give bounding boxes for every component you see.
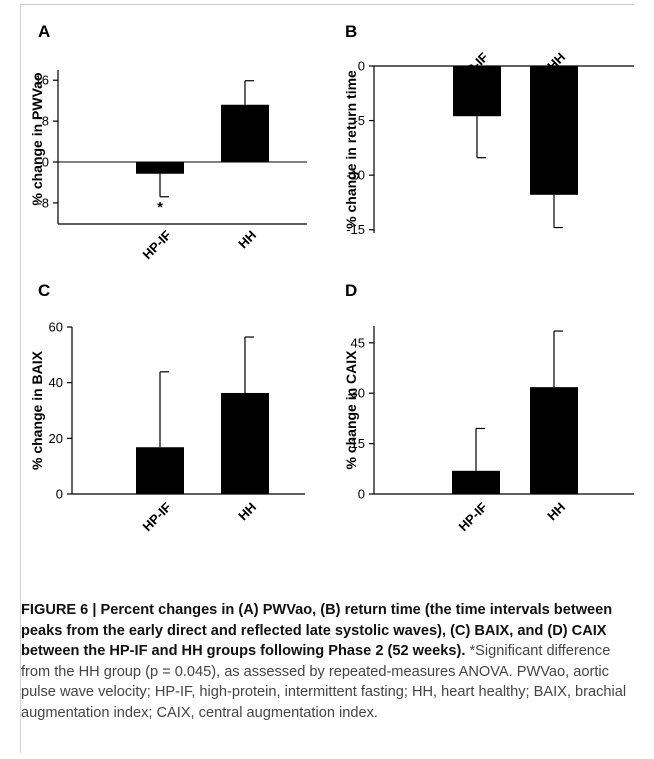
panel-letter: D: [345, 281, 357, 300]
panel-letter: A: [38, 22, 50, 41]
figure-left-border: [20, 4, 21, 753]
y-tick-label: -8: [37, 195, 49, 210]
bar-hh: [221, 392, 269, 494]
category-label-hp-if: HP-IF: [140, 499, 175, 534]
y-tick-label: 30: [351, 386, 365, 401]
y-tick-label: 40: [49, 375, 63, 390]
chart-panel-c: C % change in BAIX 60 40 20 0 HP-IF HH: [29, 281, 305, 534]
bar-hh: [530, 387, 578, 494]
y-tick-label: 0: [42, 155, 49, 170]
significance-marker: *: [157, 199, 163, 216]
y-axis-label: % change in BAIX: [29, 350, 45, 470]
category-label-hh: HH: [544, 500, 568, 524]
y-tick-label: 20: [49, 431, 63, 446]
y-tick-label: -10: [346, 168, 365, 183]
bar-hp-if: [136, 447, 184, 494]
caption-body: *Significant difference from the HH grou…: [21, 643, 627, 721]
bar-hh: [530, 66, 578, 195]
y-tick-label: 0: [358, 487, 365, 502]
y-tick-label: 45: [351, 335, 365, 350]
y-tick-label: -5: [353, 113, 365, 128]
y-tick-label: 0: [56, 487, 63, 502]
bar-hp-if: [136, 162, 184, 174]
y-axis-label: % change in CAIX: [343, 350, 359, 470]
bar-hh: [221, 104, 269, 162]
category-label-hh: HH: [235, 500, 259, 524]
y-axis-label: % change in PWVao: [29, 72, 45, 205]
y-tick-label: 60: [49, 320, 63, 335]
category-label-hp-if: HP-IF: [140, 227, 175, 262]
y-tick-label: 16: [35, 73, 49, 88]
y-tick-label: 8: [42, 114, 49, 129]
bar-hp-if: [453, 66, 501, 117]
y-tick-label: 0: [358, 59, 365, 74]
figure-caption: FIGURE 6 | Percent changes in (A) PWVao,…: [21, 600, 633, 723]
panel-letter: C: [38, 281, 50, 300]
category-label-hp-if: HP-IF: [456, 499, 491, 534]
y-tick-label: -15: [346, 222, 365, 237]
caption-lead: FIGURE 6 | Percent changes in (A) PWVao,…: [21, 602, 613, 659]
y-tick-label: 15: [351, 436, 365, 451]
category-label-hh: HH: [235, 228, 259, 252]
figure-top-border: [20, 4, 634, 5]
bar-hp-if: [452, 470, 500, 494]
y-axis-label: % change in return time: [343, 70, 359, 229]
panel-letter: B: [345, 22, 357, 41]
